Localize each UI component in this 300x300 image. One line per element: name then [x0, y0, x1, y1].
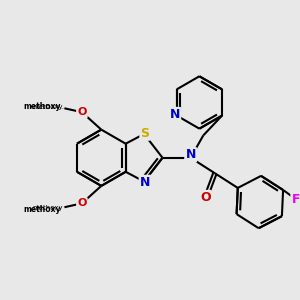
Text: N: N [169, 108, 180, 121]
Text: O: O [200, 191, 211, 204]
Text: methoxy: methoxy [23, 102, 61, 111]
Text: methoxy: methoxy [32, 104, 62, 110]
Text: methoxy: methoxy [59, 108, 66, 109]
Text: methoxy: methoxy [23, 205, 61, 214]
Text: methoxy: methoxy [32, 205, 62, 211]
Text: N: N [140, 176, 150, 189]
Text: N: N [185, 148, 196, 161]
Text: F: F [292, 193, 300, 206]
Text: O: O [77, 198, 87, 208]
Text: S: S [141, 127, 150, 140]
Text: O: O [77, 107, 87, 117]
